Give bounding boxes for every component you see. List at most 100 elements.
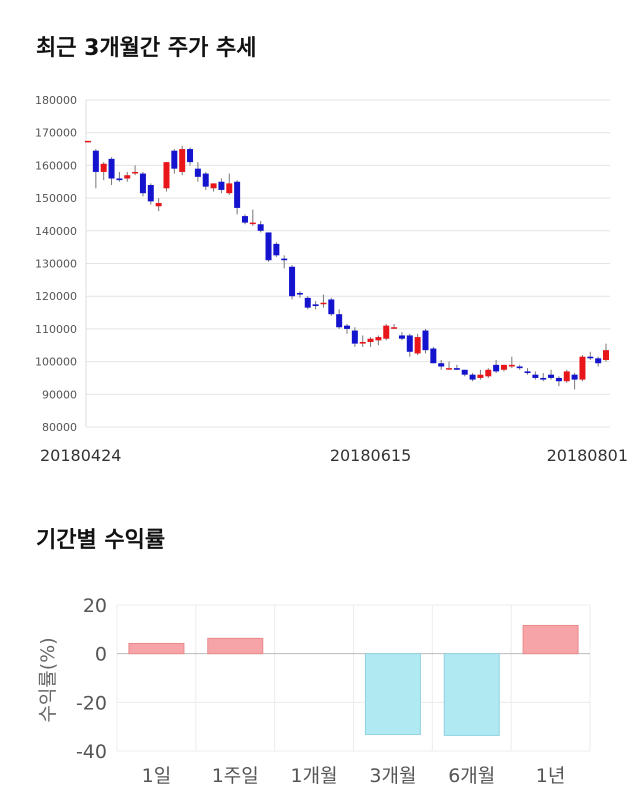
candle-body (116, 178, 123, 181)
candle-body (540, 377, 547, 380)
candle-x-tick-label: 20180615 (330, 446, 411, 465)
candle-body (532, 374, 539, 378)
candle-body (453, 368, 460, 370)
returns-y-ticks: -40 -20 0 20 (76, 595, 107, 763)
candle-body (571, 374, 578, 380)
returns-bar (522, 624, 579, 655)
candle-body (312, 304, 319, 307)
candle-body (359, 341, 366, 344)
candle-grid (85, 99, 610, 428)
candle-body (179, 149, 186, 172)
candle-y-tick-label: 110000 (35, 323, 77, 336)
candle-body (194, 168, 201, 177)
candle-y-tick-label: 150000 (35, 192, 77, 205)
candle-y-tick-label: 160000 (35, 159, 77, 172)
candle-body (202, 173, 209, 187)
returns-title: 기간별 수익률 (36, 528, 166, 553)
candle-y-tick-label: 130000 (35, 258, 77, 271)
returns-y-axis-label: 수익률(%) (37, 637, 59, 722)
candle-body (147, 185, 154, 202)
returns-y-tick-label: 0 (95, 644, 107, 666)
candle-y-tick-label: 120000 (35, 290, 77, 303)
returns-bar (443, 653, 500, 736)
candle-body (422, 330, 429, 351)
candle-body (485, 369, 492, 377)
candle-x-tick-label: 20180801 (547, 446, 628, 465)
candle-y-tick-label: 140000 (35, 225, 77, 238)
candle-body (171, 150, 178, 169)
candle-body (375, 337, 382, 341)
candle-body (289, 266, 296, 297)
candle-body (344, 325, 350, 329)
candle-body (92, 150, 99, 172)
returns-x-tick-label: 3개월 (369, 765, 416, 787)
candle-body (438, 363, 445, 367)
candle-body (508, 364, 515, 367)
candle-y-tick-label: 90000 (42, 388, 77, 401)
candle-y-ticks: 80000 90000 100000 110000 120000 130000 140000… (35, 94, 77, 434)
candle-body (100, 163, 107, 172)
candle-body (414, 337, 421, 354)
candle-body (391, 327, 398, 329)
candle-body (218, 181, 225, 190)
candle-body (336, 314, 343, 328)
candle-body (226, 183, 233, 194)
candle-y-tick-label: 100000 (35, 356, 77, 369)
candle-body (367, 338, 374, 342)
candle-body (446, 368, 453, 370)
candle-body (187, 149, 194, 163)
candle-body (210, 183, 217, 189)
candle-body (430, 348, 437, 364)
candle-body (163, 162, 170, 189)
returns-bar-chart: -40 -20 0 20 1일 1주일 1개월 3개월 6개월 1년 수익률(%) (37, 595, 591, 787)
returns-x-tick-label: 1일 (142, 765, 172, 787)
candle-body (579, 356, 586, 380)
candle-body (85, 140, 91, 143)
candle-body (603, 350, 609, 360)
returns-bar (128, 642, 185, 655)
returns-grid (116, 604, 591, 752)
candle-body (328, 299, 335, 315)
candle-body (587, 356, 594, 359)
returns-x-tick-label: 1주일 (212, 765, 259, 787)
candle-body (555, 377, 562, 382)
returns-y-tick-label: 20 (83, 595, 107, 617)
candle-body (398, 335, 405, 339)
candle-body (351, 330, 358, 344)
returns-bar (364, 653, 421, 735)
candle-body (108, 158, 115, 179)
returns-x-tick-label: 6개월 (448, 765, 495, 787)
candle-body (124, 175, 131, 179)
price-candlestick-chart: 80000 90000 100000 110000 120000 130000 140000… (35, 94, 628, 465)
candle-body (477, 374, 484, 378)
candle-body (383, 325, 390, 339)
candle-body (273, 243, 280, 256)
price-trend-title: 최근 3개월간 주가 추세 (36, 36, 257, 61)
candle-body (524, 371, 531, 374)
returns-bars (128, 624, 579, 736)
candle-body (257, 224, 264, 231)
candle-body (132, 171, 139, 174)
candle-body (234, 181, 241, 208)
returns-x-tick-label: 1개월 (291, 765, 338, 787)
candle-body (296, 292, 303, 295)
candle-body (469, 374, 476, 380)
candle-x-ticks: 20180424 20180615 20180801 (40, 446, 628, 465)
candle-body (493, 364, 500, 372)
candle-body (461, 369, 468, 375)
candle-body (304, 297, 311, 308)
candle-body (563, 371, 570, 382)
candle-body (281, 258, 288, 261)
candle-y-tick-label: 170000 (35, 127, 77, 140)
candle-y-tick-label: 180000 (35, 94, 77, 107)
candle-body (265, 232, 272, 261)
candles (85, 140, 609, 390)
returns-y-tick-label: -40 (76, 741, 107, 763)
returns-bar (207, 637, 264, 655)
returns-x-ticks: 1일 1주일 1개월 3개월 6개월 1년 (142, 765, 566, 787)
candle-body (500, 364, 507, 370)
candle-body (516, 366, 523, 369)
candle-body (548, 374, 555, 378)
candle-body (406, 335, 413, 352)
candle-y-tick-label: 80000 (42, 421, 77, 434)
